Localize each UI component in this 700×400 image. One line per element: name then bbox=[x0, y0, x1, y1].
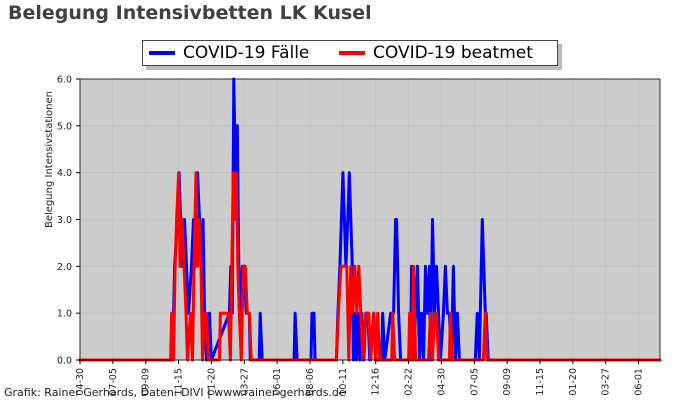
credit-line: Grafik: Rainer Gerhards, Daten: DIVI | w… bbox=[4, 386, 346, 399]
x-tick-label: 11-15 bbox=[535, 368, 546, 396]
y-tick-label: 4.0 bbox=[57, 168, 72, 179]
x-tick-label: 03-27 bbox=[239, 368, 250, 396]
legend-entry-faelle: COVID-19 Fälle bbox=[149, 41, 309, 65]
axes: 0.0 1.0 2.0 3.0 4.0 5.0 6.0 04-30 07-05 09-09 11-1… bbox=[57, 75, 645, 396]
legend-label-faelle: COVID-19 Fälle bbox=[183, 43, 310, 63]
legend-swatch-faelle bbox=[149, 51, 175, 55]
chart-legend: COVID-19 Fälle COVID-19 beatmet bbox=[142, 40, 558, 66]
x-tick-label: 09-09 bbox=[502, 368, 513, 396]
y-tick-label: 5.0 bbox=[57, 121, 72, 132]
legend-label-beatmet: COVID-19 beatmet bbox=[373, 43, 533, 63]
x-tick-label: 01-20 bbox=[568, 368, 579, 396]
x-tick-label: 03-27 bbox=[601, 368, 612, 396]
x-tick-label: 04-30 bbox=[436, 368, 447, 396]
x-tick-label: 07-05 bbox=[469, 368, 480, 396]
y-tick-label: 3.0 bbox=[57, 215, 72, 226]
x-tick-label: 07-05 bbox=[108, 368, 119, 396]
x-tick-label: 02-22 bbox=[404, 368, 415, 396]
legend-entry-beatmet: COVID-19 beatmet bbox=[339, 41, 533, 65]
y-axis-label: Belegung Intensivstationen bbox=[44, 91, 55, 228]
x-tick-label: 11-15 bbox=[174, 368, 185, 396]
x-tick-label: 12-16 bbox=[371, 368, 382, 396]
x-tick-label: 08-06 bbox=[305, 368, 316, 396]
x-tick-label: 04-30 bbox=[75, 368, 86, 396]
chart-title: Belegung Intensivbetten LK Kusel bbox=[8, 2, 372, 24]
x-tick-label: 06-01 bbox=[272, 368, 283, 396]
y-tick-label: 1.0 bbox=[57, 309, 72, 320]
x-tick-label: 09-09 bbox=[141, 368, 152, 396]
x-tick-label: 01-20 bbox=[206, 368, 217, 396]
x-tick-label: 10-11 bbox=[338, 368, 349, 396]
y-tick-label: 6.0 bbox=[57, 75, 72, 86]
y-tick-label: 2.0 bbox=[57, 262, 72, 273]
x-tick-label: 06-01 bbox=[634, 368, 645, 396]
y-tick-label: 0.0 bbox=[57, 356, 72, 367]
legend-swatch-beatmet bbox=[339, 51, 365, 55]
